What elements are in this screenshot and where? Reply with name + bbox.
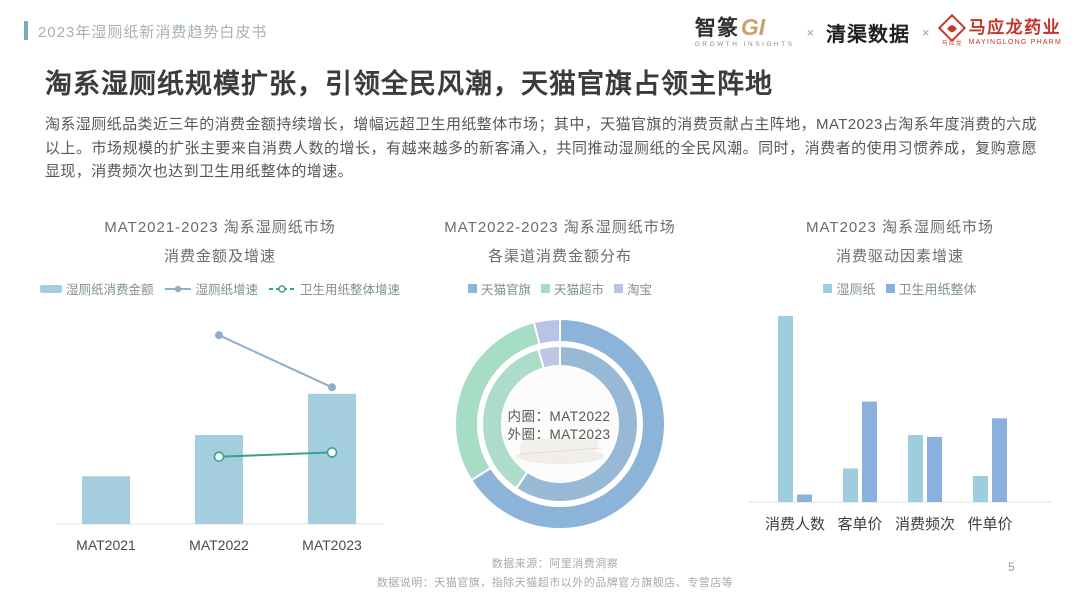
panel-channel-share: MAT2022-2023 淘系湿厕纸市场 各渠道消费金额分布 天猫官旗 天猫超市… bbox=[425, 220, 695, 562]
mayinglong-logo-cn: 马应龙药业 bbox=[968, 17, 1062, 37]
svg-text:件单价: 件单价 bbox=[967, 516, 1012, 533]
body-paragraph: 淘系湿厕纸品类近三年的消费金额持续增长，增幅远超卫生用纸整体市场；其中，天猫官旗… bbox=[45, 116, 1037, 181]
svg-text:外圈：MAT2023: 外圈：MAT2023 bbox=[507, 427, 610, 442]
legend-label: 湿厕纸消费金额 bbox=[65, 283, 154, 297]
legend-item: 湿厕纸增速 bbox=[164, 279, 259, 298]
document-title: 2023年湿厕纸新消费趋势白皮书 bbox=[38, 24, 268, 41]
header-accent-bar bbox=[24, 21, 28, 40]
legend-item: 卫生用纸整体增速 bbox=[268, 279, 400, 298]
logo-separator-icon: × bbox=[922, 24, 930, 40]
legend-item: 卫生用纸整体 bbox=[885, 279, 977, 298]
legend-label: 淘宝 bbox=[627, 283, 653, 297]
svg-text:内圈：MAT2022: 内圈：MAT2022 bbox=[507, 409, 610, 424]
chart2-title: MAT2022-2023 淘系湿厕纸市场 bbox=[444, 219, 676, 236]
chart2-legend: 天猫官旗 天猫超市 淘宝 bbox=[425, 279, 695, 298]
svg-text:MAT2021: MAT2021 bbox=[76, 537, 136, 553]
zhizhuan-logo: 智篆 GI GROWTH INSIGHTS bbox=[694, 13, 795, 49]
zhizhuan-logo-cn: 智篆 bbox=[694, 16, 739, 40]
chart3-legend: 湿厕纸 卫生用纸整体 bbox=[740, 279, 1060, 298]
legend-label: 卫生用纸整体增速 bbox=[300, 283, 401, 297]
svg-text:客单价: 客单价 bbox=[837, 516, 882, 533]
mayinglong-emblem-icon: 马应龙 bbox=[937, 13, 967, 47]
svg-text:MAT2023: MAT2023 bbox=[302, 537, 362, 553]
chart3-title: MAT2023 淘系湿厕纸市场 bbox=[805, 219, 995, 236]
chart1-legend: 湿厕纸消费金额 湿厕纸增速 卫生用纸整体增速 bbox=[39, 279, 400, 298]
svg-text:MAT2022: MAT2022 bbox=[189, 537, 249, 553]
chart1-subtitle: 消费金额及增速 bbox=[163, 248, 276, 265]
mayinglong-logo: 马应龙 马应龙药业 MAYINGLONG PHARM bbox=[937, 13, 1062, 47]
chart1-title: MAT2021-2023 淘系湿厕纸市场 bbox=[104, 219, 336, 236]
chart2-subtitle: 各渠道消费金额分布 bbox=[487, 248, 632, 265]
footer-notes: 数据来源：阿里消费洞察 数据说明：天猫官旗，指除天猫超市以外的品牌官方旗舰店、专… bbox=[190, 555, 920, 592]
legend-label: 天猫官旗 bbox=[480, 283, 531, 297]
logo-separator-icon: × bbox=[806, 24, 815, 40]
zhizhuan-logo-gi: GI bbox=[740, 13, 766, 40]
driver-growth-bar-chart: 消费人数 客单价 消费频次 件单价 bbox=[740, 302, 1060, 552]
legend-item: 湿厕纸 bbox=[823, 279, 876, 298]
zhizhuan-logo-tagline: GROWTH INSIGHTS bbox=[694, 40, 795, 48]
legend-item: 淘宝 bbox=[614, 279, 652, 298]
page-number: 5 bbox=[1008, 560, 1015, 574]
square-swatch-icon bbox=[614, 284, 623, 293]
legend-item: 天猫超市 bbox=[540, 279, 604, 298]
legend-label: 天猫超市 bbox=[553, 283, 604, 297]
panel-driver-growth: MAT2023 淘系湿厕纸市场 消费驱动因素增速 湿厕纸 卫生用纸整体 消费人数… bbox=[740, 220, 1060, 552]
square-swatch-icon bbox=[540, 284, 550, 293]
data-description-note: 数据说明：天猫官旗，指除天猫超市以外的品牌官方旗舰店、专营店等 bbox=[376, 576, 734, 589]
svg-text:消费频次: 消费频次 bbox=[895, 516, 955, 533]
page-title: 淘系湿厕纸规模扩张，引领全民风潮，天猫官旗占领主阵地 bbox=[45, 69, 773, 99]
dashed-line-swatch-icon bbox=[268, 284, 296, 294]
square-swatch-icon bbox=[467, 284, 477, 293]
square-swatch-icon bbox=[885, 284, 895, 293]
legend-label: 湿厕纸增速 bbox=[195, 283, 259, 297]
amount-growth-combo-chart: MAT2021 MAT2022 MAT2023 bbox=[45, 302, 395, 569]
square-swatch-icon bbox=[823, 284, 833, 293]
legend-label: 卫生用纸整体 bbox=[898, 282, 977, 297]
legend-item: 湿厕纸消费金额 bbox=[39, 279, 154, 298]
legend-item: 天猫官旗 bbox=[467, 279, 531, 298]
bar-swatch-icon bbox=[39, 284, 62, 293]
panel-amount-growth: MAT2021-2023 淘系湿厕纸市场 消费金额及增速 湿厕纸消费金额 湿厕纸… bbox=[39, 219, 400, 569]
line-swatch-icon bbox=[164, 284, 192, 294]
mayinglong-logo-en: MAYINGLONG PHARM bbox=[968, 38, 1062, 46]
chart3-subtitle: 消费驱动因素增速 bbox=[835, 248, 964, 265]
qingqu-logo: 清渠数据 bbox=[826, 23, 911, 46]
channel-share-donut-chart: 内圈：MAT2022 外圈：MAT2023 bbox=[425, 302, 695, 562]
logo-strip: 智篆 GI GROWTH INSIGHTS × 清渠数据 × 马应龙 马应龙药业… bbox=[695, 12, 1062, 52]
svg-text:消费人数: 消费人数 bbox=[765, 516, 825, 533]
legend-label: 湿厕纸 bbox=[836, 282, 876, 297]
data-source-note: 数据来源：阿里消费洞察 bbox=[491, 558, 619, 570]
